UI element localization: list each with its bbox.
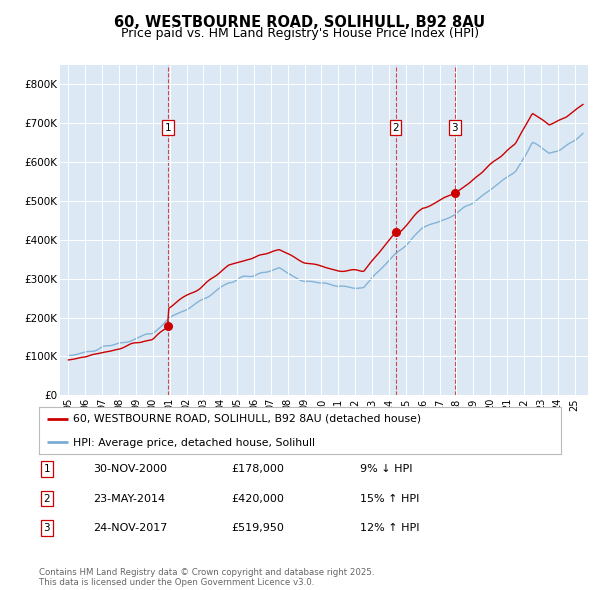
Text: HPI: Average price, detached house, Solihull: HPI: Average price, detached house, Soli…: [73, 438, 315, 447]
Text: 9% ↓ HPI: 9% ↓ HPI: [360, 464, 413, 474]
Text: 60, WESTBOURNE ROAD, SOLIHULL, B92 8AU: 60, WESTBOURNE ROAD, SOLIHULL, B92 8AU: [115, 15, 485, 30]
Text: £420,000: £420,000: [231, 494, 284, 503]
Text: 30-NOV-2000: 30-NOV-2000: [93, 464, 167, 474]
Text: 2: 2: [43, 494, 50, 503]
Text: 15% ↑ HPI: 15% ↑ HPI: [360, 494, 419, 503]
Text: 3: 3: [43, 523, 50, 533]
Text: 2: 2: [392, 123, 399, 133]
Text: £519,950: £519,950: [231, 523, 284, 533]
Text: 60, WESTBOURNE ROAD, SOLIHULL, B92 8AU (detached house): 60, WESTBOURNE ROAD, SOLIHULL, B92 8AU (…: [73, 414, 421, 424]
Text: Contains HM Land Registry data © Crown copyright and database right 2025.
This d: Contains HM Land Registry data © Crown c…: [39, 568, 374, 587]
Text: Price paid vs. HM Land Registry's House Price Index (HPI): Price paid vs. HM Land Registry's House …: [121, 27, 479, 40]
Text: 23-MAY-2014: 23-MAY-2014: [93, 494, 165, 503]
Text: 12% ↑ HPI: 12% ↑ HPI: [360, 523, 419, 533]
Text: 3: 3: [451, 123, 458, 133]
Text: 1: 1: [43, 464, 50, 474]
Text: 1: 1: [165, 123, 172, 133]
Text: £178,000: £178,000: [231, 464, 284, 474]
Text: 24-NOV-2017: 24-NOV-2017: [93, 523, 167, 533]
